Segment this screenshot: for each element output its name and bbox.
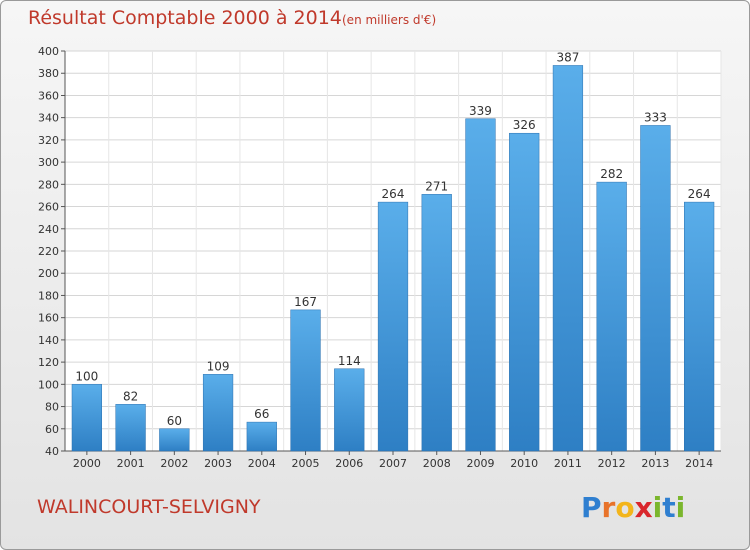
bar-chart: 40 60 80 100 120 140 160 180 200 220 240 260 280 300 3… [38, 45, 722, 470]
y-tick-label: 140 [38, 334, 59, 347]
x-tick-label: 2010 [510, 457, 538, 470]
x-tick-label: 2000 [73, 457, 101, 470]
labels: 40 60 80 100 120 140 160 180 200 220 240 260 280 300 3… [38, 45, 713, 470]
y-tick-label: 180 [38, 289, 59, 302]
value-label: 264 [382, 187, 405, 201]
y-tick-label: 340 [38, 112, 59, 125]
value-label: 66 [254, 407, 269, 421]
y-tick-label: 320 [38, 134, 59, 147]
bar-2008 [421, 194, 452, 452]
bar-2012 [596, 181, 627, 452]
bar-2007 [377, 201, 409, 452]
bar-2006 [334, 368, 365, 452]
bar-2002 [159, 428, 190, 452]
location-name: WALINCOURT-SELVIGNY [37, 496, 261, 518]
value-label: 271 [425, 179, 448, 193]
value-label: 60 [167, 414, 182, 428]
value-label: 326 [513, 118, 536, 132]
value-label: 82 [123, 389, 138, 403]
value-label: 387 [556, 50, 579, 64]
bars [71, 65, 715, 452]
value-label: 282 [600, 167, 623, 181]
x-tick-label: 2014 [685, 457, 713, 470]
x-tick-label: 2013 [641, 457, 669, 470]
bar-2001 [115, 404, 146, 452]
y-tick-label: 100 [38, 378, 59, 391]
bar-2005 [290, 309, 321, 452]
y-tick-label: 260 [38, 201, 59, 214]
x-tick-label: 2009 [466, 457, 494, 470]
x-tick-label: 2011 [554, 457, 582, 470]
y-tick-label: 40 [45, 445, 59, 458]
y-tick-label: 280 [38, 178, 59, 191]
x-tick-label: 2007 [379, 457, 407, 470]
y-tick-label: 160 [38, 312, 59, 325]
value-label: 333 [644, 110, 667, 124]
y-tick-label: 120 [38, 356, 59, 369]
y-tick-label: 380 [38, 67, 59, 80]
y-tick-label: 220 [38, 245, 59, 258]
bar-2009 [465, 118, 496, 452]
x-tick-label: 2002 [160, 457, 188, 470]
y-tick-label: 240 [38, 223, 59, 236]
y-tick-label: 60 [45, 423, 59, 436]
value-label: 264 [688, 187, 711, 201]
x-tick-label: 2005 [292, 457, 320, 470]
x-tick-label: 2006 [335, 457, 363, 470]
x-tick-label: 2001 [117, 457, 145, 470]
x-tick-label: 2004 [248, 457, 276, 470]
y-tick-label: 360 [38, 89, 59, 102]
chart-subtitle: (en milliers d'€) [342, 13, 437, 27]
x-tick-label: 2003 [204, 457, 232, 470]
bar-2000 [71, 384, 102, 452]
bar-2010 [509, 132, 540, 452]
bar-2013 [640, 125, 671, 452]
value-label: 109 [207, 359, 230, 373]
value-label: 339 [469, 104, 492, 118]
x-tick-label: 2012 [598, 457, 626, 470]
bar-2011 [552, 65, 584, 452]
y-tick-label: 300 [38, 156, 59, 169]
bar-2014 [684, 201, 715, 452]
value-label: 167 [294, 295, 317, 309]
y-tick-label: 200 [38, 267, 59, 280]
value-label: 100 [75, 369, 98, 383]
bar-2003 [202, 374, 234, 452]
value-label: 114 [338, 354, 361, 368]
bar-2004 [246, 421, 277, 452]
x-tick-label: 2008 [423, 457, 451, 470]
chart-title: Résultat Comptable 2000 à 2014 [28, 7, 342, 29]
proxiti-logo: Proxiti [581, 491, 685, 524]
proxiti-logo-text: Proxiti [581, 491, 685, 524]
y-tick-label: 80 [45, 401, 59, 414]
y-tick-label: 400 [38, 45, 59, 58]
